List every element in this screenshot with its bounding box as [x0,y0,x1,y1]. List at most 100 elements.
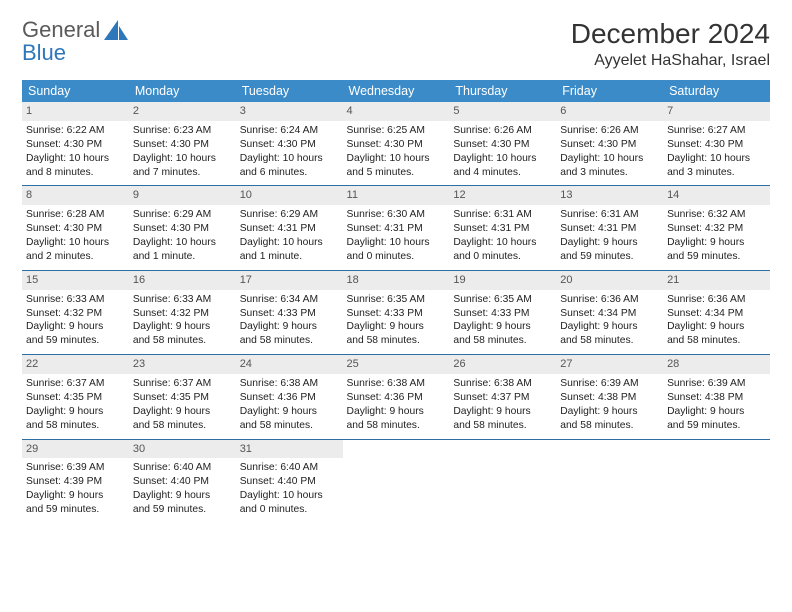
sunrise-text: Sunrise: 6:29 AM [133,208,232,222]
calendar-day: 22 Sunrise: 6:37 AMSunset: 4:35 PMDayligh… [22,355,129,439]
daylight-text: Daylight: 9 hours [560,405,659,419]
calendar-week: 1Sunrise: 6:22 AMSunset: 4:30 PMDaylight… [22,102,770,186]
calendar-day: 10Sunrise: 6:29 AMSunset: 4:31 PMDayligh… [236,186,343,270]
sunset-text: Sunset: 4:30 PM [26,138,125,152]
daylight-text: Daylight: 9 hours [667,320,766,334]
sunset-text: Sunset: 4:32 PM [667,222,766,236]
daylight-text: and 7 minutes. [133,166,232,180]
calendar-day: 16Sunrise: 6:33 AMSunset: 4:32 PMDayligh… [129,270,236,354]
daylight-text: and 59 minutes. [560,250,659,264]
daylight-text: and 59 minutes. [26,334,125,348]
day-number: 6 [556,102,663,121]
sunrise-text: Sunrise: 6:38 AM [453,377,552,391]
daylight-text: and 59 minutes. [667,419,766,433]
calendar-day: 7Sunrise: 6:27 AMSunset: 4:30 PMDaylight… [663,102,770,186]
brand-word1: General [22,17,100,42]
day-number: 25 [343,355,450,374]
daylight-text: and 0 minutes. [240,503,339,517]
sunrise-text: Sunrise: 6:38 AM [347,377,446,391]
weekday-header-row: SundayMondayTuesdayWednesdayThursdayFrid… [22,80,770,102]
day-number: 30 [129,440,236,459]
daylight-text: Daylight: 9 hours [26,405,125,419]
day-number: 2 [129,102,236,121]
daylight-text: and 3 minutes. [560,166,659,180]
calendar-table: SundayMondayTuesdayWednesdayThursdayFrid… [22,80,770,523]
sunrise-text: Sunrise: 6:33 AM [133,293,232,307]
calendar-day-empty [449,439,556,523]
calendar-day-empty [556,439,663,523]
sunrise-text: Sunrise: 6:37 AM [133,377,232,391]
sunset-text: Sunset: 4:30 PM [560,138,659,152]
daylight-text: and 6 minutes. [240,166,339,180]
calendar-day: 12Sunrise: 6:31 AMSunset: 4:31 PMDayligh… [449,186,556,270]
day-number: 12 [449,186,556,205]
daylight-text: Daylight: 9 hours [240,320,339,334]
sunrise-text: Sunrise: 6:30 AM [347,208,446,222]
daylight-text: Daylight: 9 hours [560,236,659,250]
calendar-day: 29Sunrise: 6:39 AMSunset: 4:39 PMDayligh… [22,439,129,523]
day-number: 13 [556,186,663,205]
sunset-text: Sunset: 4:35 PM [133,391,232,405]
weekday-header: Thursday [449,80,556,102]
brand-sail-icon [104,20,130,42]
daylight-text: and 58 minutes. [347,334,446,348]
sunset-text: Sunset: 4:32 PM [133,307,232,321]
daylight-text: and 58 minutes. [347,419,446,433]
weekday-header: Tuesday [236,80,343,102]
daylight-text: and 58 minutes. [453,419,552,433]
calendar-day: 23Sunrise: 6:37 AMSunset: 4:35 PMDayligh… [129,355,236,439]
daylight-text: Daylight: 9 hours [453,320,552,334]
day-number: 22 [22,355,129,374]
calendar-day: 15Sunrise: 6:33 AMSunset: 4:32 PMDayligh… [22,270,129,354]
weekday-header: Monday [129,80,236,102]
daylight-text: Daylight: 9 hours [347,320,446,334]
day-number: 10 [236,186,343,205]
daylight-text: Daylight: 10 hours [240,152,339,166]
weekday-header: Saturday [663,80,770,102]
brand-word2: Blue [22,40,66,65]
sunset-text: Sunset: 4:30 PM [26,222,125,236]
sunrise-text: Sunrise: 6:31 AM [560,208,659,222]
weekday-header: Sunday [22,80,129,102]
day-number: 8 [22,186,129,205]
daylight-text: and 0 minutes. [347,250,446,264]
sunset-text: Sunset: 4:30 PM [347,138,446,152]
calendar-day-empty [343,439,450,523]
daylight-text: and 58 minutes. [667,334,766,348]
sunset-text: Sunset: 4:31 PM [453,222,552,236]
calendar-day: 11Sunrise: 6:30 AMSunset: 4:31 PMDayligh… [343,186,450,270]
title-block: December 2024 Ayyelet HaShahar, Israel [571,18,770,70]
day-number: 17 [236,271,343,290]
day-number: 23 [129,355,236,374]
brand-logo: General Blue [22,18,130,64]
day-number: 9 [129,186,236,205]
location: Ayyelet HaShahar, Israel [571,52,770,70]
sunrise-text: Sunrise: 6:29 AM [240,208,339,222]
daylight-text: Daylight: 10 hours [347,236,446,250]
calendar-body: 1Sunrise: 6:22 AMSunset: 4:30 PMDaylight… [22,102,770,523]
daylight-text: and 59 minutes. [133,503,232,517]
sunrise-text: Sunrise: 6:39 AM [26,461,125,475]
daylight-text: and 58 minutes. [560,334,659,348]
calendar-day: 13Sunrise: 6:31 AMSunset: 4:31 PMDayligh… [556,186,663,270]
sunrise-text: Sunrise: 6:37 AM [26,377,125,391]
calendar-day: 27Sunrise: 6:39 AMSunset: 4:38 PMDayligh… [556,355,663,439]
day-number: 1 [22,102,129,121]
sunrise-text: Sunrise: 6:26 AM [560,124,659,138]
calendar-day: 31Sunrise: 6:40 AMSunset: 4:40 PMDayligh… [236,439,343,523]
daylight-text: and 1 minute. [240,250,339,264]
sunrise-text: Sunrise: 6:25 AM [347,124,446,138]
daylight-text: and 58 minutes. [133,334,232,348]
calendar-day: 25Sunrise: 6:38 AMSunset: 4:36 PMDayligh… [343,355,450,439]
day-number: 3 [236,102,343,121]
day-number: 19 [449,271,556,290]
daylight-text: and 58 minutes. [240,334,339,348]
calendar-day: 20Sunrise: 6:36 AMSunset: 4:34 PMDayligh… [556,270,663,354]
calendar-day: 24Sunrise: 6:38 AMSunset: 4:36 PMDayligh… [236,355,343,439]
sunset-text: Sunset: 4:35 PM [26,391,125,405]
daylight-text: and 58 minutes. [133,419,232,433]
sunset-text: Sunset: 4:36 PM [347,391,446,405]
daylight-text: Daylight: 10 hours [26,152,125,166]
calendar-day: 28Sunrise: 6:39 AMSunset: 4:38 PMDayligh… [663,355,770,439]
sunrise-text: Sunrise: 6:39 AM [560,377,659,391]
